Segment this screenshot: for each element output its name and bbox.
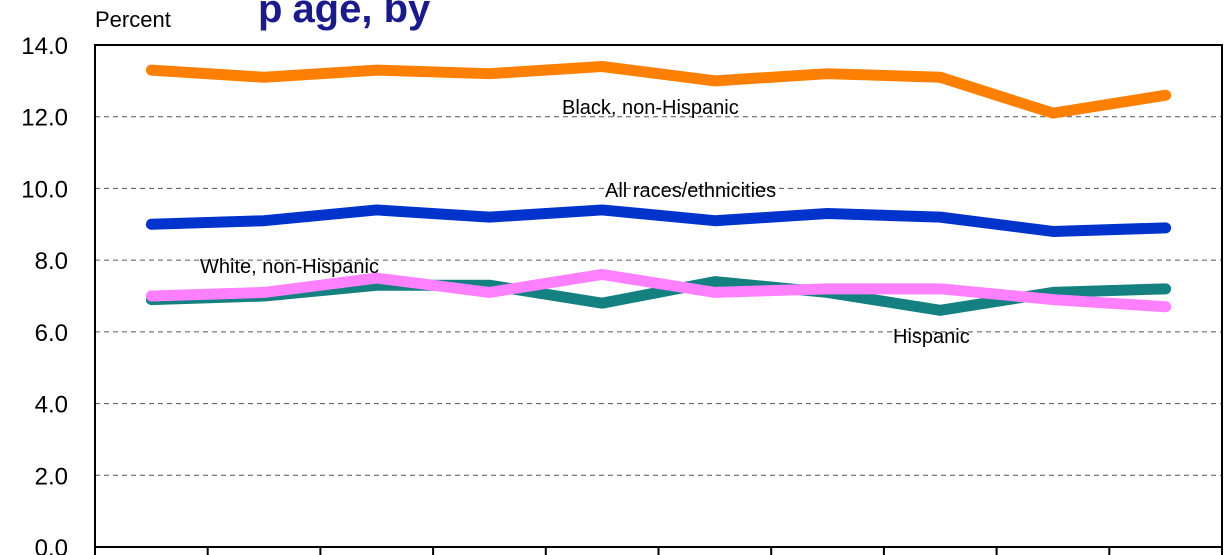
y-tick-label: 12.0	[21, 105, 68, 132]
y-tick-label: 6.0	[35, 320, 68, 347]
plot-frame	[94, 44, 1223, 548]
label-all-races-ethnicities: All races/ethnicities	[605, 180, 776, 202]
label-white-non-hispanic: White, non-Hispanic	[200, 256, 379, 278]
x-tick-marks	[94, 547, 1223, 555]
y-axis-label: Percent	[95, 7, 171, 32]
y-tick-label: 4.0	[35, 392, 68, 419]
series-lines	[145, 61, 1172, 316]
y-tick-label: 2.0	[35, 463, 68, 490]
series-line-white	[145, 268, 1172, 313]
series-line-all	[145, 204, 1172, 237]
y-tick-label: 10.0	[21, 176, 68, 203]
series-line-black	[145, 61, 1172, 119]
y-tick-labels: 0.0 2.0 4.0 6.0 8.0 10.0 12.0 14.0	[21, 33, 68, 555]
gridlines	[95, 116, 1222, 476]
y-tick-label: 14.0	[21, 33, 68, 60]
label-black-non-hispanic: Black, non-Hispanic	[562, 97, 739, 119]
y-tick-label: 0.0	[35, 535, 68, 555]
chart-title-fragment: p age, by	[258, 0, 431, 31]
y-tick-label: 8.0	[35, 248, 68, 275]
label-hispanic: Hispanic	[893, 326, 970, 348]
